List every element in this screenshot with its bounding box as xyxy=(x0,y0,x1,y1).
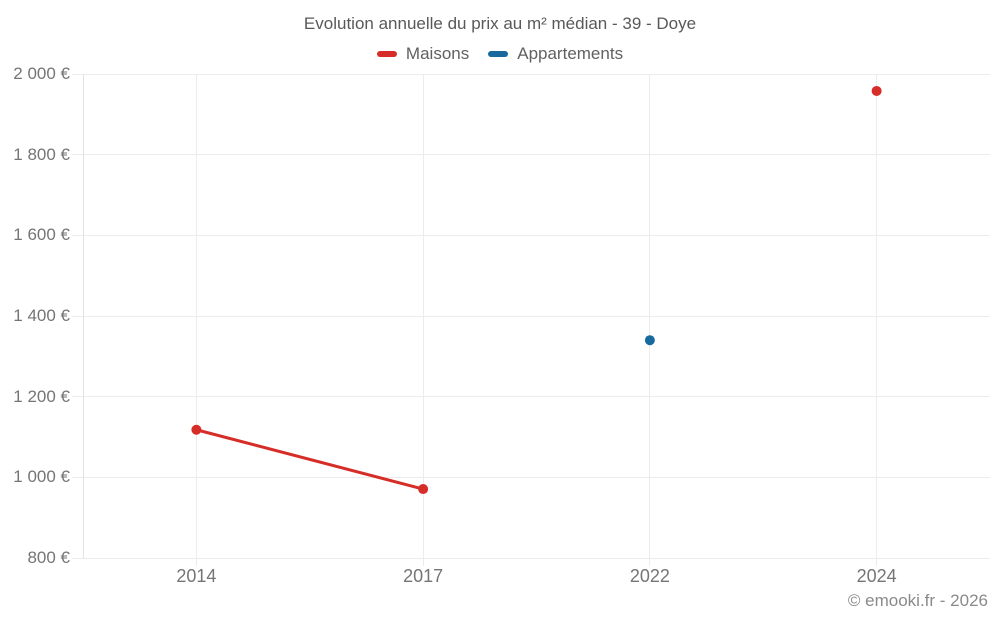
gridline-vertical xyxy=(422,74,424,566)
legend-item-appartements[interactable]: Appartements xyxy=(488,44,623,64)
chart-title: Evolution annuelle du prix au m² médian … xyxy=(303,14,697,33)
gridline-vertical xyxy=(195,74,197,566)
gridline-horizontal xyxy=(72,154,990,156)
x-tick-label: 2017 xyxy=(403,566,444,586)
y-tick-label: 1 200 € xyxy=(13,386,70,406)
x-tick-label: 2014 xyxy=(176,566,217,586)
data-point-maisons-2024 xyxy=(871,85,882,96)
legend-swatch-icon xyxy=(488,51,509,57)
y-tick-label: 2 000 € xyxy=(13,64,70,83)
gridline-vertical xyxy=(649,74,651,566)
watermark: © emooki.fr - 2026 xyxy=(847,591,988,610)
gridline-vertical xyxy=(876,74,878,566)
gridline-horizontal xyxy=(72,396,990,398)
legend: Maisons Appartements xyxy=(0,44,1000,64)
gridline-horizontal xyxy=(72,73,990,75)
data-point-maisons-2014 xyxy=(191,424,202,435)
legend-label: Maisons xyxy=(405,44,470,63)
plot-area xyxy=(72,73,990,566)
y-tick-label: 1 600 € xyxy=(13,225,70,245)
series-line-maisons xyxy=(194,428,425,491)
legend-swatch-icon xyxy=(376,51,397,57)
gridline-horizontal xyxy=(72,234,990,236)
gridline-horizontal xyxy=(72,315,990,317)
y-tick-label: 1 400 € xyxy=(13,306,70,325)
gridline-horizontal xyxy=(72,557,990,559)
y-tick-label: 1 800 € xyxy=(13,144,70,164)
x-tick-label: 2024 xyxy=(856,566,897,586)
y-tick-label: 800 € xyxy=(27,548,70,567)
x-tick-label: 2022 xyxy=(629,566,670,586)
data-point-appartements-2022 xyxy=(644,335,655,346)
gridline-horizontal xyxy=(72,476,990,478)
y-axis-line xyxy=(83,74,84,558)
data-point-maisons-2017 xyxy=(418,484,429,495)
y-tick-label: 1 000 € xyxy=(13,467,70,487)
series-svg xyxy=(191,85,882,495)
legend-item-maisons[interactable]: Maisons xyxy=(376,44,470,64)
legend-label: Appartements xyxy=(517,44,624,63)
